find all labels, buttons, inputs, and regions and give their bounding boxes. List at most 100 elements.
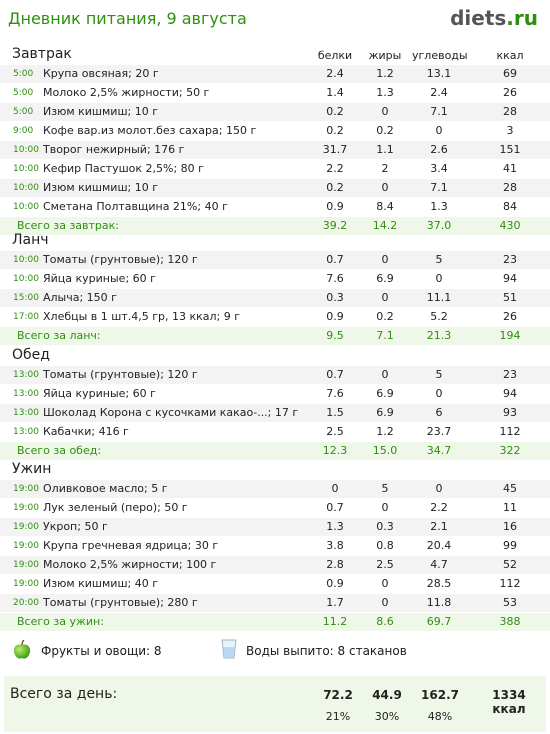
meal-total-row: Всего за завтрак: 39.2 14.2 37.0 430 xyxy=(0,217,550,235)
food-kcal: 69 xyxy=(503,67,517,80)
food-carbs: 7.1 xyxy=(430,181,448,194)
food-kcal: 53 xyxy=(503,596,517,609)
meal-total-protein: 39.2 xyxy=(322,219,348,232)
food-name: Лук зеленый (перо); 50 г xyxy=(43,501,188,514)
food-protein: 1.7 xyxy=(326,596,344,609)
logo-main: diets xyxy=(450,6,507,30)
food-carbs: 4.7 xyxy=(430,558,448,571)
food-protein: 0.2 xyxy=(326,181,344,194)
site-logo[interactable]: diets.ru xyxy=(450,6,538,30)
food-row[interactable]: 19:00 Лук зеленый (перо); 50 г 0.7 0 2.2 11 xyxy=(0,499,550,518)
food-fat: 0.8 xyxy=(376,539,394,552)
food-fat: 1.2 xyxy=(376,67,394,80)
logo-suffix: .ru xyxy=(506,6,538,30)
food-time: 5:00 xyxy=(13,88,34,98)
food-row[interactable]: 19:00 Оливковое масло; 5 г 0 5 0 45 xyxy=(0,480,550,499)
food-row[interactable]: 20:00 Томаты (грунтовые); 280 г 1.7 0 11.8 53 xyxy=(0,594,550,613)
food-kcal: 151 xyxy=(499,143,521,156)
meal-total-protein: 11.2 xyxy=(322,615,348,628)
food-kcal: 94 xyxy=(503,387,517,400)
day-protein-percent: 21% xyxy=(325,710,351,723)
food-fat: 0 xyxy=(381,291,389,304)
food-fat: 6.9 xyxy=(376,406,394,419)
glass-icon xyxy=(221,639,237,659)
water-drunk-label: Воды выпито: 8 стаканов xyxy=(246,644,407,658)
fruits-vegetables-label: Фрукты и овощи: 8 xyxy=(41,644,162,658)
food-kcal: 11 xyxy=(503,501,517,514)
food-row[interactable]: 10:00 Сметана Полтавщина 21%; 40 г 0.9 8.4 1… xyxy=(0,198,550,217)
meal-total-fat: 7.1 xyxy=(376,329,394,342)
food-time: 10:00 xyxy=(13,145,39,155)
food-carbs: 2.2 xyxy=(430,501,448,514)
food-time: 10:00 xyxy=(13,274,39,284)
meal-total-carbs: 34.7 xyxy=(426,444,452,457)
food-fat: 0 xyxy=(381,596,389,609)
meal-total-protein: 9.5 xyxy=(326,329,344,342)
food-kcal: 45 xyxy=(503,482,517,495)
meal-section: Обед 13:00 Томаты (грунтовые); 120 г 0.7 0 5 2… xyxy=(0,345,550,460)
food-row[interactable]: 10:00 Кефир Пастушок 2,5%; 80 г 2.2 2 3.4 41 xyxy=(0,160,550,179)
food-name: Кефир Пастушок 2,5%; 80 г xyxy=(43,162,204,175)
meal-title: Ланч xyxy=(12,232,49,248)
food-time: 10:00 xyxy=(13,202,39,212)
food-row[interactable]: 9:00 Кофе вар.из молот.без сахара; 150 г 0… xyxy=(0,122,550,141)
food-row[interactable]: 5:00 Изюм кишмиш; 10 г 0.2 0 7.1 28 xyxy=(0,103,550,122)
food-carbs: 0 xyxy=(435,124,443,137)
food-fat: 1.2 xyxy=(376,425,394,438)
food-row[interactable]: 19:00 Молоко 2,5% жирности; 100 г 2.8 2.5 4.… xyxy=(0,556,550,575)
food-time: 10:00 xyxy=(13,164,39,174)
food-name: Хлебцы в 1 шт.4,5 гр, 13 ккал; 9 г xyxy=(43,310,241,323)
food-row[interactable]: 5:00 Крупа овсяная; 20 г 2.4 1.2 13.1 69 xyxy=(0,65,550,84)
food-fat: 0.3 xyxy=(376,520,394,533)
food-protein: 0.7 xyxy=(326,501,344,514)
food-name: Томаты (грунтовые); 120 г xyxy=(43,368,198,381)
food-fat: 8.4 xyxy=(376,200,394,213)
food-name: Молоко 2,5% жирности; 50 г xyxy=(43,86,210,99)
food-row[interactable]: 19:00 Крупа гречневая ядрица; 30 г 3.8 0.8 2… xyxy=(0,537,550,556)
food-carbs: 3.4 xyxy=(430,162,448,175)
food-protein: 2.2 xyxy=(326,162,344,175)
food-protein: 2.8 xyxy=(326,558,344,571)
day-carbs-percent: 48% xyxy=(427,710,453,723)
food-kcal: 23 xyxy=(503,368,517,381)
summary-indicators: Фрукты и овощи: 8 Воды выпито: 8 стакано… xyxy=(0,638,550,662)
food-time: 19:00 xyxy=(13,579,39,589)
food-row[interactable]: 10:00 Яйца куриные; 60 г 7.6 6.9 0 94 xyxy=(0,270,550,289)
meal-total-row: Всего за ланч: 9.5 7.1 21.3 194 xyxy=(0,327,550,345)
food-row[interactable]: 17:00 Хлебцы в 1 шт.4,5 гр, 13 ккал; 9 г 0… xyxy=(0,308,550,327)
food-row[interactable]: 19:00 Укроп; 50 г 1.3 0.3 2.1 16 xyxy=(0,518,550,537)
apple-icon xyxy=(13,640,31,659)
food-kcal: 26 xyxy=(503,310,517,323)
page-title: Дневник питания, 9 августа xyxy=(8,9,247,28)
food-row[interactable]: 13:00 Яйца куриные; 60 г 7.6 6.9 0 94 xyxy=(0,385,550,404)
meal-total-fat: 8.6 xyxy=(376,615,394,628)
food-row[interactable]: 13:00 Шоколад Корона с кусочками какао-..… xyxy=(0,404,550,423)
food-kcal: 94 xyxy=(503,272,517,285)
meal-total-label: Всего за обед: xyxy=(17,444,102,457)
food-protein: 0.2 xyxy=(326,124,344,137)
food-row[interactable]: 5:00 Молоко 2,5% жирности; 50 г 1.4 1.3 2.4 2… xyxy=(0,84,550,103)
food-protein: 0.9 xyxy=(326,310,344,323)
meal-title: Ужин xyxy=(12,461,52,477)
food-kcal: 112 xyxy=(499,425,521,438)
food-fat: 0.2 xyxy=(376,310,394,323)
food-protein: 0.9 xyxy=(326,200,344,213)
food-row[interactable]: 19:00 Изюм кишмиш; 40 г 0.9 0 28.5 112 xyxy=(0,575,550,594)
food-row[interactable]: 10:00 Томаты (грунтовые); 120 г 0.7 0 5 23 xyxy=(0,251,550,270)
food-row[interactable]: 10:00 Творог нежирный; 176 г 31.7 1.1 2.6 151 xyxy=(0,141,550,160)
food-carbs: 2.1 xyxy=(430,520,448,533)
column-header-kcal: ккал xyxy=(496,49,524,62)
meal-total-row: Всего за ужин: 11.2 8.6 69.7 388 xyxy=(0,613,550,631)
food-protein: 0 xyxy=(331,482,339,495)
food-fat: 0 xyxy=(381,253,389,266)
meal-total-label: Всего за ланч: xyxy=(17,329,101,342)
food-carbs: 11.8 xyxy=(426,596,452,609)
food-fat: 5 xyxy=(381,482,389,495)
food-row[interactable]: 10:00 Изюм кишмиш; 10 г 0.2 0 7.1 28 xyxy=(0,179,550,198)
food-name: Томаты (грунтовые); 280 г xyxy=(43,596,198,609)
food-row[interactable]: 13:00 Томаты (грунтовые); 120 г 0.7 0 5 23 xyxy=(0,366,550,385)
food-row[interactable]: 15:00 Алыча; 150 г 0.3 0 11.1 51 xyxy=(0,289,550,308)
food-row[interactable]: 13:00 Кабачки; 416 г 2.5 1.2 23.7 112 xyxy=(0,423,550,442)
meal-total-kcal: 322 xyxy=(499,444,521,457)
food-kcal: 3 xyxy=(506,124,514,137)
